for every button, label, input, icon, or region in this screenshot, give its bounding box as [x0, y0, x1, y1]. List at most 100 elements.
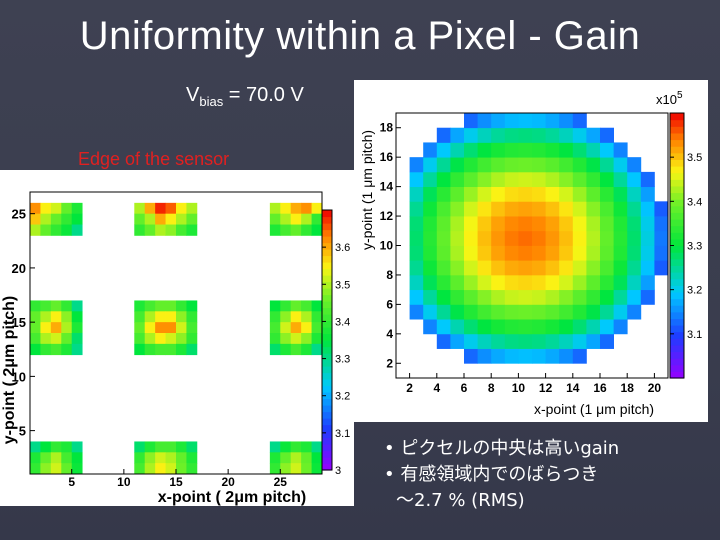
left-heatmap-cell — [71, 452, 83, 464]
right-heatmap-cell — [491, 230, 506, 246]
left-heatmap-cell — [186, 213, 198, 225]
right-heatmap-cell — [572, 230, 587, 246]
right-heatmap-cell — [436, 216, 451, 232]
right-heatmap-cell — [600, 127, 614, 143]
right-heatmap-cell — [477, 333, 492, 349]
left-heatmap-cell — [290, 202, 302, 215]
right-heatmap-cell — [450, 304, 465, 320]
right-heatmap-cell — [532, 186, 546, 202]
right-heatmap-cell — [532, 319, 546, 335]
right-heatmap-cell — [423, 319, 438, 335]
left-heatmap-cell — [134, 311, 146, 323]
right-heatmap-cell — [518, 333, 533, 349]
right-x-tick-label: 18 — [621, 381, 635, 395]
right-colorbar-label: 3.1 — [687, 329, 702, 341]
right-heatmap-cell — [613, 260, 628, 276]
right-heatmap-cell — [464, 157, 478, 173]
left-colorbar-segment — [322, 424, 332, 432]
right-heatmap-cell — [627, 171, 642, 188]
left-colorbar-segment — [322, 301, 332, 309]
right-heatmap-cell — [545, 274, 560, 291]
right-heatmap-cell — [423, 304, 438, 320]
right-heatmap-cell — [518, 186, 533, 202]
right-heatmap-cell — [436, 333, 451, 349]
left-colorbar-segment — [322, 463, 332, 471]
left-heatmap-cell — [155, 343, 166, 356]
right-heatmap-cell — [532, 113, 546, 129]
left-heatmap-cell — [40, 311, 52, 323]
right-colorbar-segment — [670, 212, 684, 220]
right-colorbar-segment — [670, 113, 684, 121]
right-colorbar-segment — [670, 152, 684, 160]
right-heatmap-cell — [518, 245, 533, 261]
left-colorbar-segment — [322, 333, 332, 341]
right-heatmap-cell — [436, 142, 451, 158]
left-heatmap-cell — [186, 300, 198, 312]
left-heatmap-cell — [269, 452, 281, 464]
right-x-tick-label: 20 — [648, 381, 662, 395]
right-heatmap-cell — [600, 230, 614, 246]
right-heatmap-cell — [409, 274, 424, 291]
left-heatmap-cell — [280, 463, 292, 475]
right-heatmap-cell — [436, 157, 451, 173]
right-heatmap-cell — [572, 127, 587, 143]
right-heatmap-cell — [572, 333, 587, 349]
left-heatmap-cell — [269, 202, 281, 215]
right-heatmap-cell — [518, 348, 533, 364]
right-heatmap-cell — [518, 142, 533, 158]
left-heatmap-cell — [176, 224, 187, 236]
right-heatmap-cell — [464, 171, 478, 188]
right-heatmap-cell — [504, 319, 519, 335]
right-heatmap-cell — [409, 216, 424, 232]
left-heatmap-cell — [50, 300, 62, 312]
right-heatmap-cell — [491, 113, 506, 129]
left-heatmap-cell — [30, 333, 41, 345]
right-heatmap-cell — [409, 171, 424, 188]
right-colorbar-segment — [670, 132, 684, 141]
left-colorbar-segment — [322, 366, 332, 374]
left-heatmap-cell — [165, 452, 177, 464]
left-heatmap-cell — [40, 213, 52, 225]
left-heatmap-cell — [134, 343, 146, 356]
right-heatmap-cell — [613, 230, 628, 246]
right-heatmap-cell — [423, 142, 438, 158]
left-heatmap-cell — [301, 343, 312, 356]
right-heatmap-cell — [640, 230, 655, 246]
right-heatmap-cell — [464, 348, 478, 364]
right-heatmap-cell — [640, 260, 655, 276]
left-heatmap-cell — [290, 224, 302, 236]
right-heatmap-cell — [532, 245, 546, 261]
left-colorbar-segment — [322, 216, 332, 224]
left-heatmap-cell — [61, 441, 73, 453]
right-colorbar-segment — [670, 192, 684, 200]
right-heatmap-cell — [518, 319, 533, 335]
right-heatmap-cell — [586, 142, 601, 158]
right-heatmap-cell — [518, 274, 533, 291]
right-heatmap-cell — [423, 157, 438, 173]
left-heatmap-cell — [144, 452, 156, 464]
right-heatmap-cell — [586, 245, 601, 261]
left-heatmap-cell — [311, 213, 323, 225]
left-heatmap-cell — [280, 202, 292, 215]
right-heatmap-cell — [600, 304, 614, 320]
left-heatmap-cell — [290, 300, 302, 312]
left-heatmap-cell — [50, 441, 62, 453]
right-colorbar-segment — [670, 278, 684, 286]
left-colorbar-label: 3.1 — [335, 428, 350, 440]
right-heatmap-cell — [640, 289, 655, 305]
left-colorbar-segment — [322, 314, 332, 322]
left-colorbar-segment — [322, 294, 332, 302]
right-heatmap-cell — [491, 333, 506, 349]
right-colorbar-segment — [670, 199, 684, 207]
right-heatmap-cell — [586, 171, 601, 188]
left-colorbar-label: 3 — [335, 465, 341, 477]
right-heatmap-cell — [559, 127, 574, 143]
left-colorbar-segment — [322, 288, 332, 296]
right-heatmap-cell — [640, 186, 655, 202]
right-colorbar-segment — [670, 172, 684, 180]
right-heatmap-cell — [423, 230, 438, 246]
left-heatmap-cell — [30, 300, 41, 312]
right-heatmap-cell — [600, 274, 614, 291]
left-heatmap-cell — [134, 213, 146, 225]
right-heatmap-cell — [613, 304, 628, 320]
